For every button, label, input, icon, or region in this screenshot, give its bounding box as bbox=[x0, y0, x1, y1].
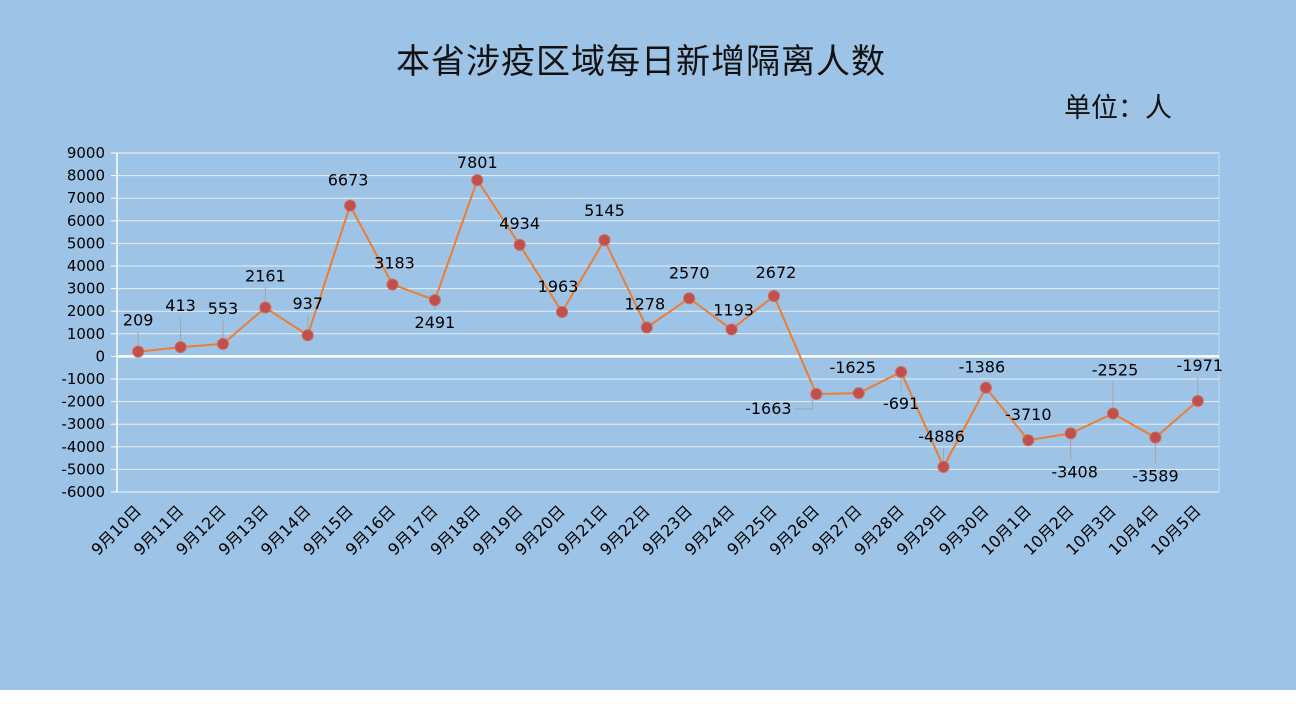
data-point bbox=[556, 306, 569, 319]
data-label: 413 bbox=[165, 296, 196, 315]
plot-area bbox=[116, 152, 1220, 493]
data-point bbox=[767, 290, 780, 303]
data-label: 937 bbox=[292, 294, 323, 313]
data-label: 1963 bbox=[538, 277, 579, 296]
chart-title: 本省涉疫区域每日新增隔离人数 bbox=[396, 42, 886, 82]
data-point bbox=[598, 234, 611, 247]
data-point bbox=[640, 321, 653, 334]
data-label: 553 bbox=[208, 299, 239, 318]
y-tick-label: -4000 bbox=[61, 438, 105, 456]
data-point bbox=[174, 341, 187, 354]
data-label: -2525 bbox=[1092, 360, 1139, 379]
data-label: -691 bbox=[883, 394, 919, 413]
data-label: -1386 bbox=[959, 358, 1006, 377]
data-point bbox=[513, 238, 526, 251]
data-point bbox=[301, 329, 314, 342]
y-tick-label: -2000 bbox=[61, 393, 105, 411]
y-tick-label: 2000 bbox=[67, 302, 105, 320]
y-tick-label: 1000 bbox=[67, 325, 105, 343]
data-label: -1625 bbox=[829, 358, 876, 377]
data-point bbox=[344, 199, 357, 212]
data-label: -4886 bbox=[918, 427, 965, 446]
y-tick-label: 3000 bbox=[67, 280, 105, 298]
data-label: 1278 bbox=[624, 295, 665, 314]
data-point bbox=[852, 387, 865, 400]
data-point bbox=[428, 294, 441, 307]
y-tick-label: 7000 bbox=[67, 189, 105, 207]
y-tick-label: 8000 bbox=[67, 167, 105, 185]
data-point bbox=[979, 381, 992, 394]
data-point bbox=[937, 460, 950, 473]
data-label: 1193 bbox=[713, 300, 754, 319]
data-point bbox=[386, 278, 399, 291]
data-point bbox=[259, 301, 272, 314]
data-label: -3710 bbox=[1005, 405, 1052, 424]
data-label: 5145 bbox=[584, 201, 625, 220]
y-tick-label: 6000 bbox=[67, 212, 105, 230]
data-label: 209 bbox=[123, 311, 154, 330]
data-point bbox=[725, 323, 738, 336]
data-label: 2491 bbox=[415, 313, 456, 332]
data-label: 3183 bbox=[374, 253, 415, 272]
y-tick-label: -1000 bbox=[61, 370, 105, 388]
data-label: 2570 bbox=[669, 263, 710, 282]
unit-label: 单位：人 bbox=[1064, 93, 1172, 124]
data-point bbox=[471, 174, 484, 187]
data-label: -3408 bbox=[1051, 462, 1098, 481]
data-point bbox=[216, 337, 229, 350]
data-point bbox=[1064, 427, 1077, 440]
data-label: 4934 bbox=[499, 214, 540, 233]
data-point bbox=[1107, 407, 1120, 420]
data-point bbox=[1191, 394, 1204, 407]
leader-line bbox=[794, 398, 813, 410]
data-label: -1971 bbox=[1177, 356, 1224, 375]
data-label: 2161 bbox=[245, 267, 286, 286]
data-point bbox=[683, 292, 696, 305]
data-label: -3589 bbox=[1132, 467, 1179, 486]
y-tick-label: -5000 bbox=[61, 460, 105, 478]
series-line bbox=[138, 177, 1199, 470]
data-point bbox=[1022, 434, 1035, 447]
y-tick-label: 4000 bbox=[67, 257, 105, 275]
y-tick-label: 9000 bbox=[67, 144, 105, 162]
data-point bbox=[810, 387, 823, 400]
data-point bbox=[895, 366, 908, 379]
y-tick-label: -6000 bbox=[61, 483, 105, 501]
y-tick-label: -3000 bbox=[61, 415, 105, 433]
data-point bbox=[132, 345, 145, 358]
data-label: -1663 bbox=[745, 399, 792, 418]
data-point bbox=[1149, 431, 1162, 444]
y-tick-label: 0 bbox=[95, 347, 105, 365]
data-label: 7801 bbox=[457, 153, 498, 172]
data-label: 2672 bbox=[756, 263, 797, 282]
data-label: 6673 bbox=[328, 171, 369, 190]
y-tick-label: 5000 bbox=[67, 234, 105, 252]
